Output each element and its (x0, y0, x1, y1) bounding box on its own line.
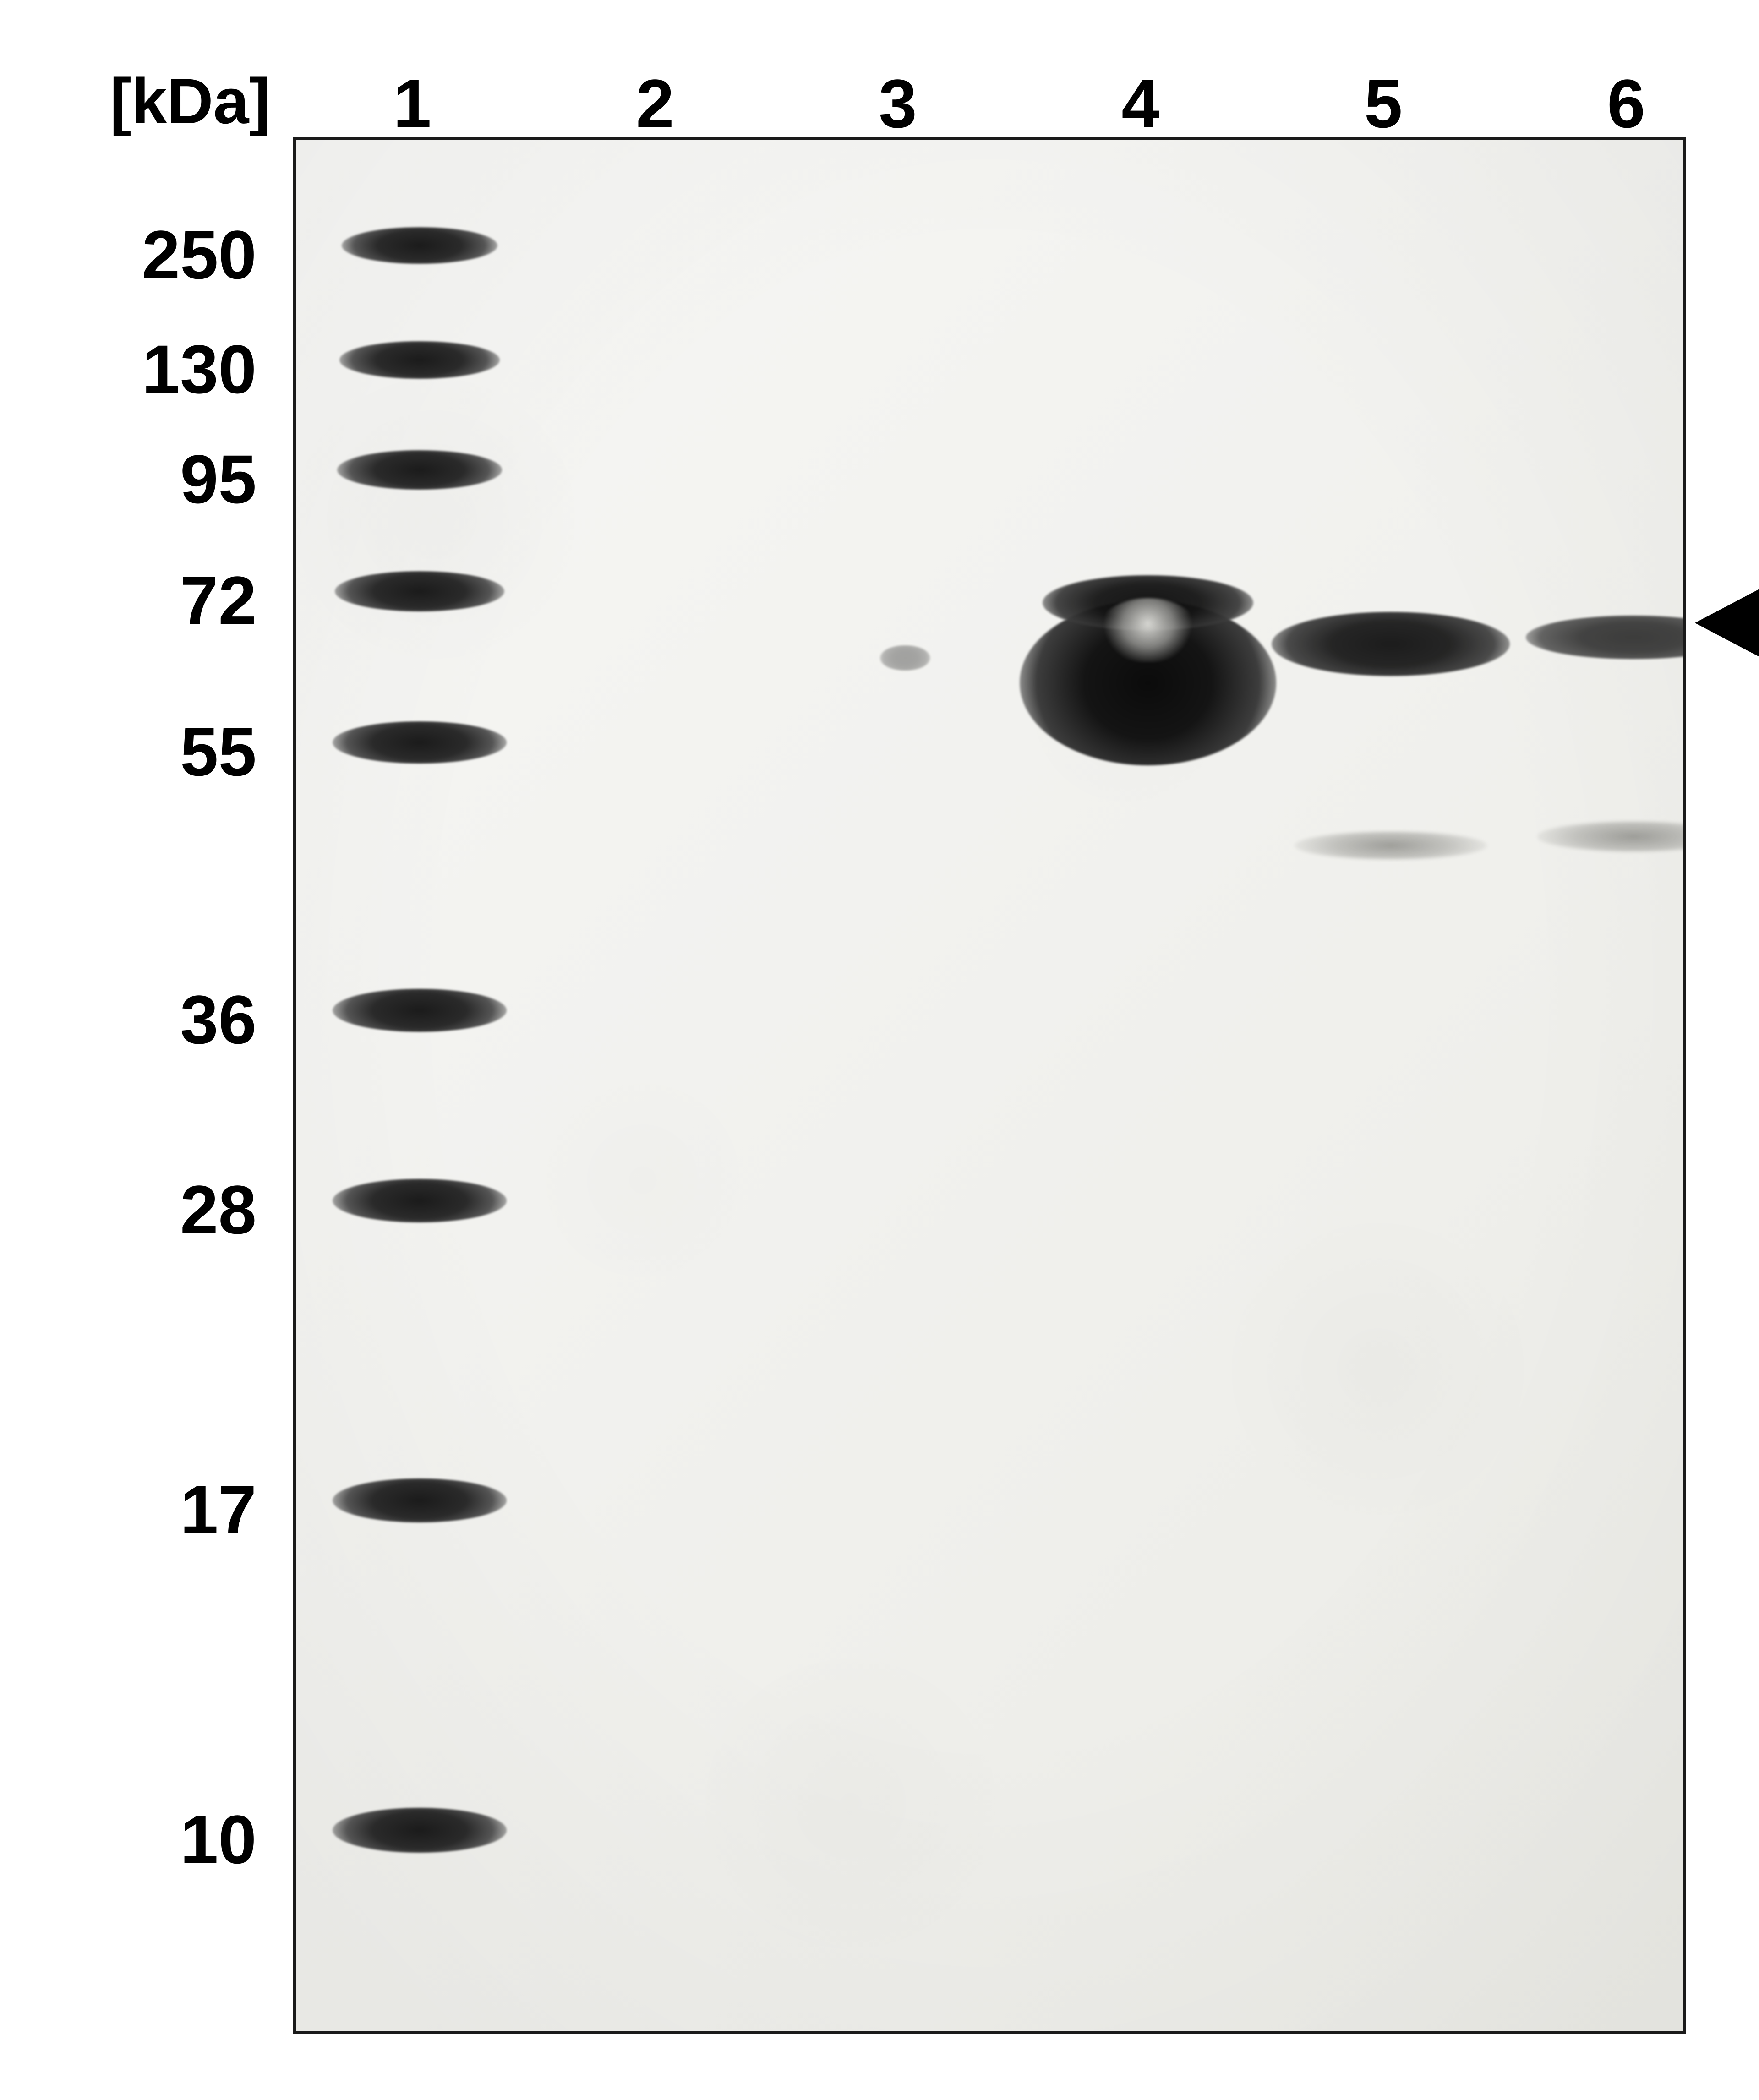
lane-label-3: 3 (870, 64, 925, 143)
mw-label-250: 250 (73, 215, 257, 295)
lane-label-2: 2 (628, 64, 683, 143)
membrane-vignette (296, 140, 1683, 2031)
ladder-band-17kda (333, 1478, 507, 1522)
figure-container: [kDa] 1 2 3 4 5 6 250 130 95 72 55 36 28 17 10 (0, 0, 1759, 2100)
mw-label-130: 130 (73, 330, 257, 409)
sample-band-lane3 (880, 645, 930, 671)
mw-label-36: 36 (73, 980, 257, 1059)
sample-band-lane6 (1526, 616, 1686, 659)
mw-label-55: 55 (73, 712, 257, 791)
mw-label-95: 95 (73, 440, 257, 519)
lane-label-5: 5 (1356, 64, 1411, 143)
lane-label-6: 6 (1599, 64, 1654, 143)
mw-label-28: 28 (73, 1170, 257, 1249)
ladder-band-72kda (335, 571, 504, 611)
mw-label-17: 17 (73, 1470, 257, 1549)
ladder-band-55kda (333, 721, 507, 764)
ladder-band-130kda (339, 341, 500, 379)
lane-label-1: 1 (385, 64, 440, 143)
lane4-blob-dip (1098, 598, 1198, 662)
mw-label-10: 10 (73, 1800, 257, 1879)
ladder-band-250kda (342, 227, 497, 264)
faint-band-lane6 (1537, 822, 1686, 851)
lane-label-4: 4 (1113, 64, 1168, 143)
target-band-arrow-icon (1690, 568, 1759, 678)
ladder-band-10kda (333, 1808, 507, 1853)
blot-frame (293, 137, 1686, 2034)
membrane-noise (296, 140, 1683, 2031)
sample-band-lane5 (1272, 612, 1510, 676)
blot-membrane (296, 140, 1683, 2031)
ladder-band-28kda (333, 1179, 507, 1222)
ladder-band-95kda (337, 450, 502, 490)
mw-label-72: 72 (73, 561, 257, 640)
faint-band-lane5 (1295, 832, 1487, 859)
ladder-band-36kda (333, 989, 507, 1032)
unit-label: [kDa] (110, 64, 270, 138)
